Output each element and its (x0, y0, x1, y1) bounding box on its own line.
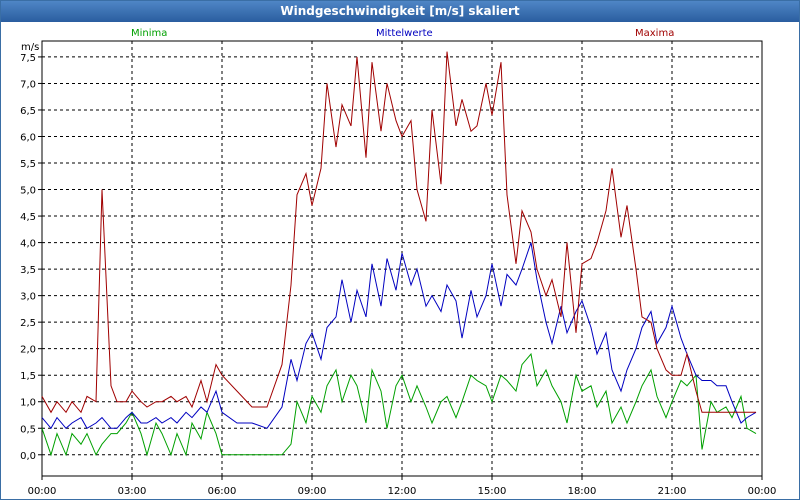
series-lines (41, 51, 757, 457)
y-tick-label: 5,0 (20, 186, 36, 197)
y-tick-label: 2,5 (20, 318, 36, 329)
legend-maxima: Maxima (635, 28, 674, 39)
y-axis-label: m/s (21, 42, 39, 53)
y-tick-label: 0,0 (20, 451, 36, 462)
series-line-minima (41, 352, 757, 457)
chart-canvas: 0,0 0,5 1,0 1,5 2,0 2,5 3,0 3,5 4,0 4,5 5,0 5,5 6,0 6… (20, 28, 777, 497)
x-tick-time: 15:00 (478, 486, 507, 497)
x-tick-time: 18:00 (568, 486, 597, 497)
x-tick-time: 09:00 (298, 486, 327, 497)
y-tick-label: 3,5 (20, 265, 36, 276)
x-tick-time: 00:00 (28, 486, 57, 497)
x-tick-time: 12:00 (388, 486, 417, 497)
y-tick-label: 0,5 (20, 424, 36, 435)
series-line-mittelwerte (41, 242, 757, 430)
y-tick-label: 3,0 (20, 292, 36, 303)
y-tick-label: 6,0 (20, 132, 36, 143)
x-tick-time: 03:00 (118, 486, 147, 497)
y-tick-label: 1,5 (20, 371, 36, 382)
y-axis: 0,0 0,5 1,0 1,5 2,0 2,5 3,0 3,5 4,0 4,5 5,0 5,5 6,0 6… (20, 53, 42, 462)
legend-mittelwerte: Mittelwerte (376, 28, 433, 39)
y-tick-label: 4,5 (20, 212, 36, 223)
y-tick-label: 2,0 (20, 345, 36, 356)
y-tick-label: 5,5 (20, 159, 36, 170)
y-tick-label: 7,0 (20, 79, 36, 90)
y-tick-label: 4,0 (20, 239, 36, 250)
x-tick-time: 00:00 (748, 486, 777, 497)
window-title: Windgeschwindigkeit [m/s] skaliert (1, 1, 799, 22)
y-tick-label: 1,0 (20, 398, 36, 409)
x-axis: 00:0016.07.1603:0016.07.1606:0016.07.160… (28, 476, 777, 497)
x-tick-time: 21:00 (658, 486, 687, 497)
x-tick-time: 06:00 (208, 486, 237, 497)
y-tick-label: 6,5 (20, 106, 36, 117)
y-tick-label: 7,5 (20, 53, 36, 64)
legend-minima: Minima (131, 28, 167, 39)
series-line-maxima (41, 51, 756, 414)
